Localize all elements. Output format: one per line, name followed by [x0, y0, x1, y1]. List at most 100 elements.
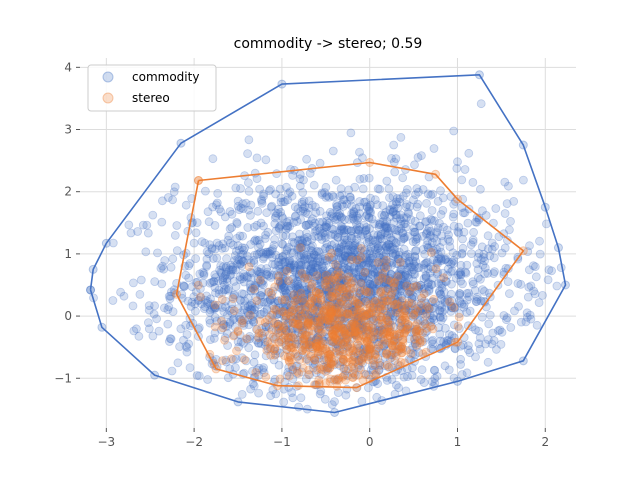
data-point	[128, 278, 138, 288]
data-point	[357, 278, 367, 288]
data-point	[335, 225, 345, 235]
data-point	[416, 375, 426, 384]
data-point	[483, 244, 493, 254]
data-point	[273, 276, 283, 286]
data-point	[283, 221, 293, 231]
data-point	[324, 285, 334, 295]
data-point	[449, 199, 459, 209]
data-point	[427, 336, 437, 346]
data-point	[442, 225, 452, 235]
data-point	[251, 368, 261, 377]
data-point	[263, 227, 273, 237]
data-point	[182, 343, 192, 352]
data-point	[443, 257, 453, 267]
data-point	[446, 267, 456, 277]
data-point	[205, 240, 215, 250]
data-point	[475, 333, 485, 343]
data-point	[413, 263, 423, 272]
data-point	[264, 186, 274, 196]
data-point	[364, 276, 374, 286]
data-point	[298, 188, 308, 197]
data-point	[421, 273, 431, 283]
data-point	[333, 270, 343, 280]
data-point	[266, 338, 275, 348]
data-point	[370, 296, 380, 306]
data-point	[355, 174, 365, 184]
data-point	[374, 337, 384, 347]
data-point	[386, 302, 396, 312]
data-point	[445, 242, 455, 252]
data-point	[363, 352, 373, 362]
data-point	[164, 302, 174, 312]
data-point	[343, 292, 353, 302]
data-point	[296, 279, 306, 288]
data-point	[343, 268, 353, 278]
data-point	[454, 312, 464, 322]
data-point	[138, 220, 148, 230]
data-point	[381, 320, 391, 330]
data-point	[372, 279, 382, 289]
x-tick-label: −2	[185, 435, 203, 449]
data-point	[285, 263, 295, 273]
data-point	[245, 310, 255, 320]
data-point	[325, 207, 335, 217]
data-point	[412, 202, 422, 212]
data-point	[295, 239, 305, 249]
data-point	[513, 279, 523, 288]
data-point	[431, 264, 441, 274]
data-point	[336, 184, 346, 194]
data-point	[243, 308, 253, 318]
data-point	[240, 301, 250, 311]
data-point	[485, 310, 495, 320]
data-point	[296, 215, 306, 225]
data-point	[284, 262, 294, 272]
data-point	[294, 368, 304, 378]
data-point	[323, 298, 332, 308]
data-point	[444, 365, 454, 375]
data-point	[143, 318, 153, 328]
data-point	[412, 281, 422, 291]
data-point	[152, 314, 162, 324]
data-point	[185, 259, 195, 268]
data-point	[285, 221, 295, 231]
data-point	[198, 267, 208, 277]
data-point	[256, 339, 266, 349]
data-point	[535, 236, 544, 246]
data-point	[281, 325, 291, 335]
data-point	[313, 293, 323, 303]
data-point	[421, 258, 431, 268]
data-point	[298, 204, 308, 214]
data-point	[453, 227, 463, 237]
data-point	[379, 295, 389, 305]
data-point	[356, 365, 366, 375]
data-point	[289, 218, 299, 227]
data-point	[380, 210, 389, 220]
data-point	[377, 241, 387, 251]
data-point	[231, 354, 241, 364]
data-point	[341, 252, 350, 262]
data-point	[359, 286, 369, 295]
data-point	[173, 358, 183, 368]
data-point	[283, 367, 293, 377]
data-point	[262, 208, 272, 218]
data-point	[379, 335, 389, 345]
data-point	[176, 324, 186, 334]
data-point	[236, 296, 246, 306]
data-point	[331, 175, 341, 185]
axis-ticks: −3 −2 −1 0 1 2 −1 0 1 2 3 4	[54, 60, 549, 449]
data-point	[277, 326, 286, 336]
data-point	[219, 319, 229, 329]
data-point	[305, 343, 315, 353]
data-point	[385, 310, 395, 320]
data-point	[380, 267, 390, 277]
data-point	[364, 173, 374, 183]
data-point	[257, 196, 267, 206]
data-point	[261, 247, 271, 257]
data-point	[435, 312, 445, 322]
data-point	[471, 217, 481, 227]
data-point	[294, 402, 304, 412]
data-point	[373, 332, 383, 342]
data-point	[288, 365, 298, 375]
data-point	[415, 211, 425, 221]
data-point	[179, 281, 188, 291]
